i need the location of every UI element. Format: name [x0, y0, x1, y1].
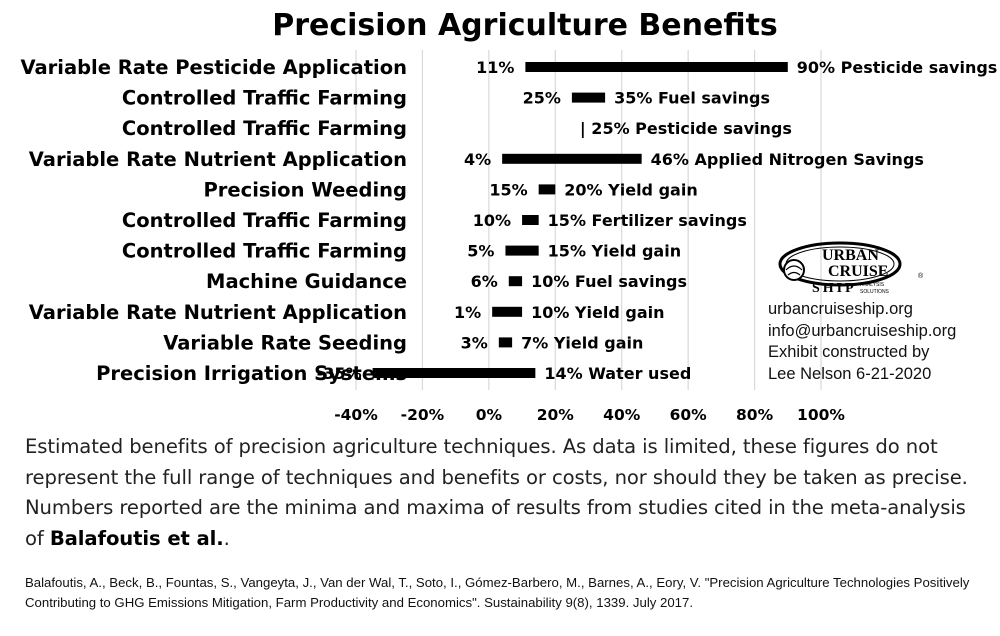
range-bar: [538, 184, 556, 195]
max-data-label: 90% Pesticide savings: [797, 58, 998, 77]
category-label: Variable Rate Nutrient Application: [29, 301, 407, 324]
category-label: Precision Irrigation Systems: [96, 362, 407, 385]
max-data-label: 10% Yield gain: [531, 303, 664, 322]
grid-lines: [355, 50, 822, 390]
range-bar: [522, 215, 539, 225]
x-tick-label: 80%: [736, 406, 774, 424]
min-data-label: 5%: [467, 242, 494, 261]
category-label: Controlled Traffic Farming: [122, 240, 407, 263]
min-data-label: 10%: [473, 211, 511, 230]
contact-block: urbancruiseship.org info@urbancruiseship…: [768, 299, 956, 385]
min-data-label: 6%: [471, 272, 498, 291]
x-tick-label: 60%: [670, 406, 708, 424]
min-data-label: -35%: [317, 364, 362, 383]
contact-email: info@urbancruiseship.org: [768, 321, 957, 340]
bars: [372, 62, 788, 378]
category-label: Variable Rate Seeding: [163, 331, 407, 354]
min-data-label: 1%: [454, 303, 481, 322]
max-data-label: | 25% Pesticide savings: [580, 119, 792, 139]
contact-author-date: Lee Nelson 6-21-2020: [768, 364, 932, 383]
caption-text: Estimated benefits of precision agricult…: [25, 435, 968, 550]
data-labels: 11% 90% Pesticide savings 25% 35% Fuel savi…: [317, 58, 998, 383]
range-bar: [508, 276, 523, 287]
chart-title: Precision Agriculture Benefits: [272, 8, 778, 43]
category-labels: Variable Rate Pesticide Application Contr…: [20, 56, 407, 385]
category-label: Controlled Traffic Farming: [122, 117, 407, 140]
min-data-label: 25%: [523, 89, 561, 108]
urban-cruise-ship-logo: URBAN CRUISE SHIP ANALYSIS SOLUTIONS ®: [778, 240, 928, 298]
x-tick-label: 20%: [537, 406, 575, 424]
contact-website: urbancruiseship.org: [768, 300, 913, 318]
category-label: Machine Guidance: [206, 270, 407, 293]
max-data-label: 10% Fuel savings: [531, 272, 687, 291]
range-bar: [502, 153, 642, 164]
max-data-label: 15% Fertilizer savings: [548, 211, 747, 230]
contact-credit: Exhibit constructed by: [768, 343, 930, 361]
logo-registered: ®: [918, 272, 924, 280]
category-label: Controlled Traffic Farming: [122, 209, 407, 232]
min-data-label: 4%: [464, 150, 491, 169]
max-data-label: 35% Fuel savings: [614, 89, 770, 108]
logo-word-cruise: CRUISE: [828, 263, 888, 280]
category-label: Variable Rate Nutrient Application: [29, 148, 407, 171]
min-data-label: 3%: [461, 333, 488, 352]
max-data-label: 20% Yield gain: [564, 180, 697, 199]
min-data-label: 15%: [489, 180, 527, 199]
range-bar: [372, 368, 536, 378]
x-tick-label: -40%: [334, 406, 378, 424]
logo-sub-solutions: SOLUTIONS: [860, 289, 890, 295]
range-bar: [505, 245, 539, 256]
x-tick-label: 100%: [797, 406, 845, 424]
x-tick-label: -20%: [401, 406, 445, 424]
range-bar: [492, 306, 523, 317]
caption-citation: Balafoutis et al.: [49, 526, 224, 550]
category-label: Precision Weeding: [204, 178, 407, 201]
max-data-label: 7% Yield gain: [521, 333, 643, 352]
caption: Estimated benefits of precision agricult…: [25, 432, 985, 554]
x-tick-label: 0%: [476, 406, 503, 424]
x-axis-ticks: -40% -20% 0% 20% 40% 60% 80% 100%: [334, 406, 845, 424]
max-data-label: 15% Yield gain: [548, 242, 681, 261]
reference: Balafoutis, A., Beck, B., Fountas, S., V…: [25, 575, 970, 610]
logo-word-urban: URBAN: [822, 247, 879, 264]
min-data-label: 11%: [476, 58, 514, 77]
category-label: Controlled Traffic Farming: [122, 87, 407, 110]
bar-chart: Variable Rate Pesticide Application Contr…: [20, 8, 998, 424]
max-data-label: 14% Water used: [544, 364, 691, 383]
range-bar: [525, 62, 788, 72]
logo-word-ship: SHIP: [812, 281, 857, 296]
range-bar: [571, 92, 606, 103]
range-bar: [498, 337, 513, 348]
x-tick-label: 40%: [603, 406, 641, 424]
logo-sub-analysis: ANALYSIS: [860, 282, 885, 288]
max-data-label: 46% Applied Nitrogen Savings: [651, 150, 924, 169]
category-label: Variable Rate Pesticide Application: [20, 56, 407, 79]
caption-end: .: [223, 526, 230, 550]
